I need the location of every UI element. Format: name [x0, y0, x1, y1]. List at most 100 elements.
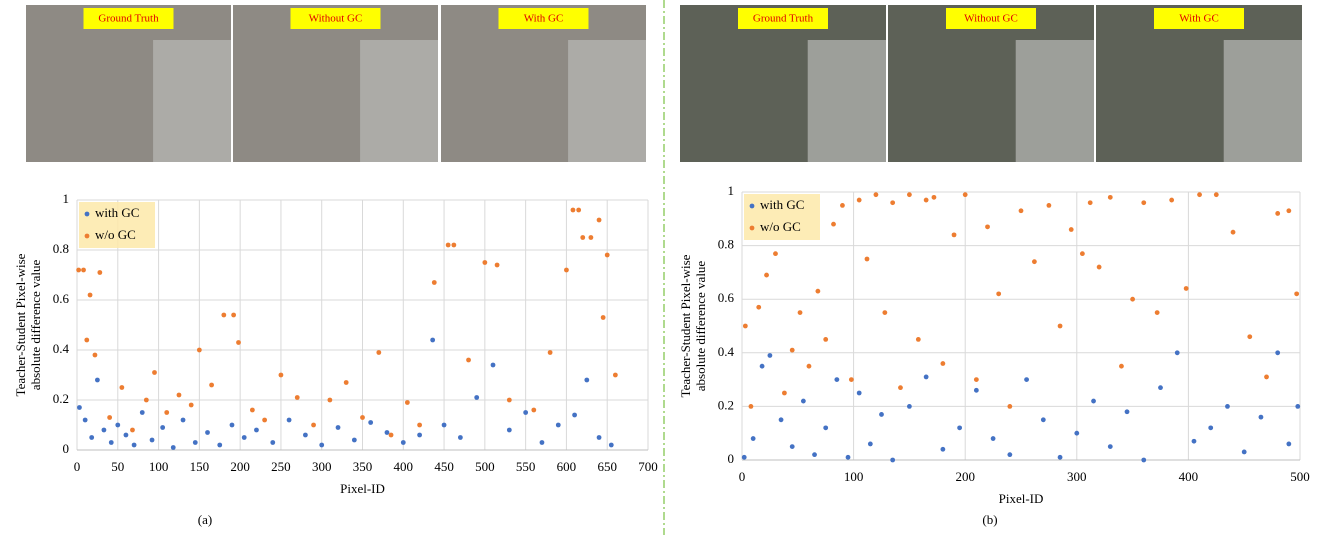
image-region: [1224, 40, 1302, 162]
point: [576, 208, 581, 213]
point: [451, 243, 456, 248]
point: [97, 270, 102, 275]
legend-marker: [750, 226, 755, 231]
x-tick-label: 0: [739, 469, 746, 484]
point: [1080, 251, 1085, 256]
point: [446, 243, 451, 248]
x-tick-label: 450: [434, 459, 454, 474]
point: [1032, 259, 1037, 264]
point: [940, 447, 945, 452]
point: [1208, 425, 1213, 430]
point: [254, 428, 259, 433]
point: [217, 443, 222, 448]
point: [601, 315, 606, 320]
x-tick-label: 500: [1290, 469, 1310, 484]
point: [376, 350, 381, 355]
point: [1141, 200, 1146, 205]
point: [197, 348, 202, 353]
caption: (b): [982, 512, 997, 527]
point: [1097, 265, 1102, 270]
point: [742, 455, 747, 460]
legend-label: with GC: [95, 205, 139, 220]
point: [812, 452, 817, 457]
point: [93, 353, 98, 358]
point: [940, 361, 945, 366]
point: [84, 338, 89, 343]
point: [287, 418, 292, 423]
point: [164, 410, 169, 415]
point: [548, 350, 553, 355]
point: [807, 364, 812, 369]
point: [589, 235, 594, 240]
point: [132, 443, 137, 448]
point: [798, 310, 803, 315]
point: [102, 428, 107, 433]
point: [1058, 324, 1063, 329]
point: [756, 305, 761, 310]
image-region: [808, 40, 886, 162]
point: [857, 198, 862, 203]
point: [77, 405, 82, 410]
x-axis-label: Pixel-ID: [340, 481, 385, 496]
figure: (a) (b) Ground TruthWithout GCWith GCGro…: [0, 0, 1323, 535]
point: [957, 425, 962, 430]
point: [1069, 227, 1074, 232]
point: [849, 377, 854, 382]
point: [209, 383, 214, 388]
point: [1007, 404, 1012, 409]
point: [124, 433, 129, 438]
x-tick-label: 400: [394, 459, 414, 474]
point: [442, 423, 447, 428]
point: [1214, 192, 1219, 197]
x-tick-label: 200: [955, 469, 975, 484]
point: [609, 443, 614, 448]
point: [327, 398, 332, 403]
x-tick-label: 650: [597, 459, 617, 474]
point: [801, 399, 806, 404]
point: [482, 260, 487, 265]
point: [823, 337, 828, 342]
point: [996, 291, 1001, 296]
point: [250, 408, 255, 413]
point: [571, 208, 576, 213]
y-axis-label: Teacher-Student Pixel-wise: [678, 254, 693, 397]
point: [150, 438, 155, 443]
point: [890, 200, 895, 205]
point: [242, 435, 247, 440]
point: [1024, 377, 1029, 382]
point: [466, 358, 471, 363]
point: [597, 218, 602, 223]
point: [882, 310, 887, 315]
point: [974, 388, 979, 393]
point: [1192, 439, 1197, 444]
point: [1007, 452, 1012, 457]
point: [974, 377, 979, 382]
panel-label: Without GC: [309, 13, 363, 25]
point: [88, 293, 93, 298]
y-tick-label: 0.2: [718, 397, 734, 412]
point: [1108, 195, 1113, 200]
point: [1125, 409, 1130, 414]
point: [1091, 399, 1096, 404]
point: [1141, 458, 1146, 463]
point: [898, 385, 903, 390]
point: [95, 378, 100, 383]
point: [152, 370, 157, 375]
point: [768, 353, 773, 358]
x-tick-label: 600: [557, 459, 577, 474]
panel-label: With GC: [1179, 13, 1219, 25]
point: [171, 445, 176, 450]
x-tick-label: 350: [353, 459, 373, 474]
point: [1225, 404, 1230, 409]
point: [564, 268, 569, 273]
point: [360, 415, 365, 420]
panel-label: With GC: [524, 13, 564, 25]
point: [1158, 385, 1163, 390]
point: [1286, 208, 1291, 213]
y-tick-label: 0: [728, 451, 735, 466]
point: [879, 412, 884, 417]
point: [605, 253, 610, 258]
point: [144, 398, 149, 403]
point: [749, 404, 754, 409]
point: [115, 423, 120, 428]
